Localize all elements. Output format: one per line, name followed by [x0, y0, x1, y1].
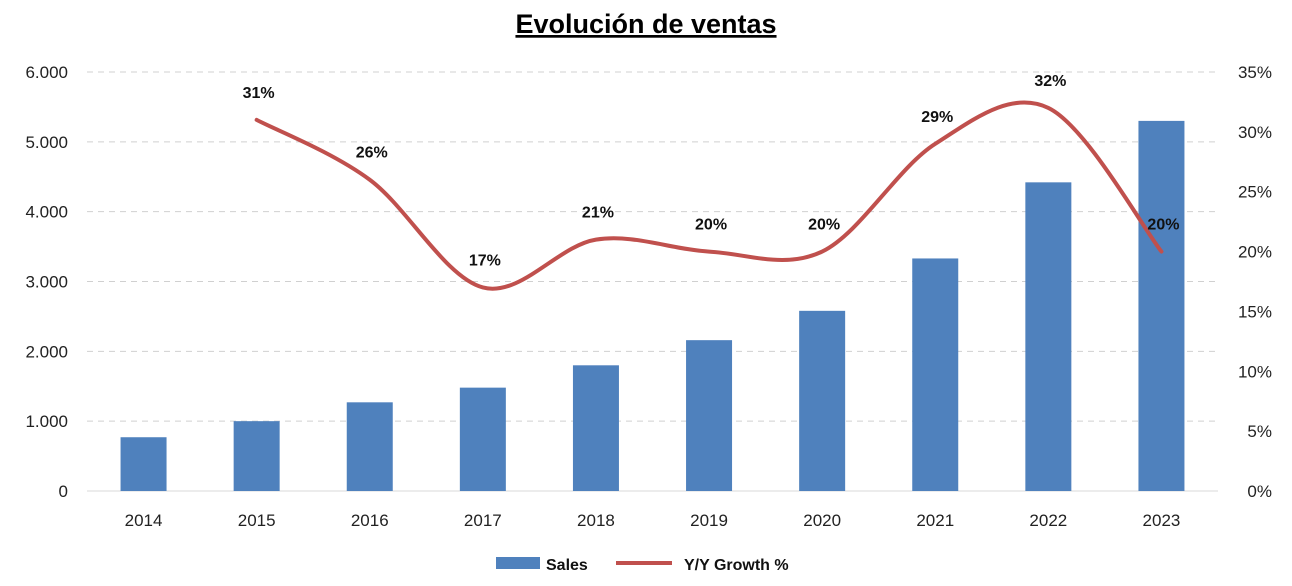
growth-data-label: 29%: [921, 109, 953, 126]
left-axis-tick-label: 3.000: [25, 273, 68, 292]
growth-line: [254, 100, 1164, 291]
left-axis-tick-label: 5.000: [25, 133, 68, 152]
sales-bar: [120, 437, 167, 491]
sales-bar: [799, 310, 846, 491]
x-axis-tick-label: 2018: [577, 511, 615, 530]
sales-bar: [1138, 120, 1185, 491]
sales-bar: [346, 402, 393, 491]
x-axis-tick-label: 2014: [125, 511, 163, 530]
sales-bar: [572, 365, 619, 491]
x-axis-tick-label: 2016: [351, 511, 389, 530]
growth-data-label: 20%: [1147, 217, 1179, 234]
x-axis: 2014 2015 2016 2017 2018 2019 2020 2021 2022 2023: [125, 511, 1181, 530]
right-axis-tick-label: 0%: [1247, 482, 1272, 501]
sales-bar: [233, 421, 280, 491]
growth-line-group: [254, 100, 1164, 291]
sales-bars: [120, 120, 1185, 491]
right-axis: 0% 5% 10% 15% 20% 25% 30% 35%: [1238, 63, 1272, 501]
sales-bar: [912, 258, 959, 491]
legend-growth-label: Y/Y Growth %: [684, 557, 789, 574]
growth-data-label: 31%: [243, 85, 275, 102]
x-axis-tick-label: 2015: [238, 511, 276, 530]
left-axis-tick-label: 2.000: [25, 342, 68, 361]
right-axis-tick-label: 5%: [1247, 422, 1272, 441]
growth-data-label: 21%: [582, 205, 614, 222]
left-axis-tick-label: 1.000: [25, 412, 68, 431]
sales-bar: [459, 387, 506, 491]
growth-data-label: 26%: [356, 145, 388, 162]
x-axis-tick-label: 2019: [690, 511, 728, 530]
x-axis-tick-label: 2020: [803, 511, 841, 530]
x-axis-tick-label: 2021: [916, 511, 954, 530]
growth-data-label: 20%: [695, 217, 727, 234]
growth-data-label: 17%: [469, 252, 501, 269]
x-axis-tick-label: 2022: [1029, 511, 1067, 530]
left-axis: 0 1.000 2.000 3.000 4.000 5.000 6.000: [25, 63, 68, 501]
growth-data-label: 32%: [1034, 73, 1066, 90]
legend-sales-swatch: [496, 557, 540, 569]
legend: Sales Y/Y Growth %: [496, 557, 789, 574]
chart-title: Evolución de ventas: [515, 9, 776, 39]
left-axis-tick-label: 0: [59, 482, 68, 501]
x-axis-tick-label: 2017: [464, 511, 502, 530]
growth-data-label: 20%: [808, 217, 840, 234]
right-axis-tick-label: 20%: [1238, 243, 1272, 262]
legend-sales-label: Sales: [546, 557, 588, 574]
left-axis-tick-label: 4.000: [25, 203, 68, 222]
sales-bar: [686, 340, 733, 491]
growth-data-labels: 31% 26% 17% 21% 20% 20% 29% 32% 20%: [243, 73, 1180, 270]
x-axis-tick-label: 2023: [1143, 511, 1181, 530]
right-axis-tick-label: 10%: [1238, 362, 1272, 381]
right-axis-tick-label: 35%: [1238, 63, 1272, 82]
right-axis-tick-label: 15%: [1238, 302, 1272, 321]
left-axis-tick-label: 6.000: [25, 63, 68, 82]
sales-bar: [1025, 182, 1072, 491]
right-axis-tick-label: 30%: [1238, 123, 1272, 142]
right-axis-tick-label: 25%: [1238, 183, 1272, 202]
